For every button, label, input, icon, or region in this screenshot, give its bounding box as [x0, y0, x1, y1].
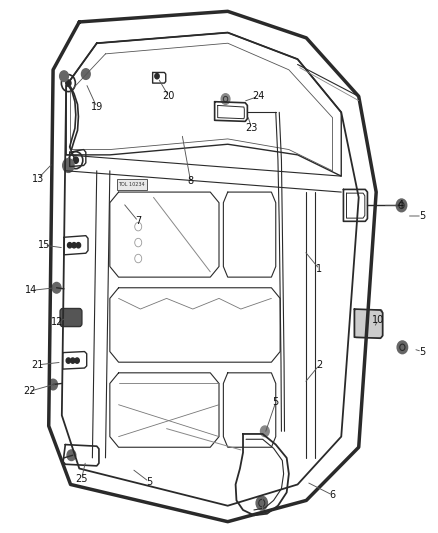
- Circle shape: [63, 159, 74, 172]
- Circle shape: [66, 80, 71, 86]
- Circle shape: [67, 450, 76, 461]
- Circle shape: [261, 426, 269, 437]
- Circle shape: [66, 358, 71, 364]
- Text: 13: 13: [32, 174, 44, 184]
- Text: 25: 25: [75, 474, 88, 484]
- Text: 21: 21: [32, 360, 44, 370]
- Text: 5: 5: [419, 211, 425, 221]
- Text: 19: 19: [91, 102, 103, 112]
- Circle shape: [71, 358, 75, 364]
- Text: 7: 7: [135, 216, 141, 227]
- Circle shape: [67, 243, 72, 248]
- Circle shape: [396, 199, 407, 212]
- Text: TOL 10234: TOL 10234: [118, 182, 145, 187]
- Circle shape: [155, 74, 159, 79]
- Text: 24: 24: [252, 91, 265, 101]
- Circle shape: [73, 157, 78, 164]
- Text: 15: 15: [38, 240, 50, 250]
- FancyBboxPatch shape: [60, 309, 82, 327]
- FancyBboxPatch shape: [117, 179, 147, 190]
- Circle shape: [81, 69, 90, 79]
- Text: 5: 5: [146, 477, 152, 487]
- Circle shape: [397, 341, 408, 354]
- Circle shape: [221, 94, 230, 104]
- Text: 2: 2: [316, 360, 322, 370]
- Text: 5: 5: [419, 346, 425, 357]
- Circle shape: [76, 243, 81, 248]
- Text: 23: 23: [246, 123, 258, 133]
- Text: 12: 12: [51, 317, 64, 327]
- Text: 20: 20: [162, 91, 175, 101]
- Text: 14: 14: [25, 286, 37, 295]
- FancyBboxPatch shape: [355, 310, 382, 338]
- Circle shape: [72, 243, 76, 248]
- Text: 22: 22: [23, 386, 35, 397]
- Text: 5: 5: [272, 397, 279, 407]
- Circle shape: [75, 358, 79, 364]
- Circle shape: [60, 71, 68, 82]
- Text: 6: 6: [329, 490, 336, 500]
- Circle shape: [52, 282, 61, 293]
- Circle shape: [256, 496, 268, 510]
- Text: 10: 10: [372, 314, 385, 325]
- Text: 4: 4: [397, 200, 403, 211]
- Circle shape: [49, 379, 57, 390]
- Text: 8: 8: [187, 176, 194, 187]
- Text: 1: 1: [316, 264, 322, 274]
